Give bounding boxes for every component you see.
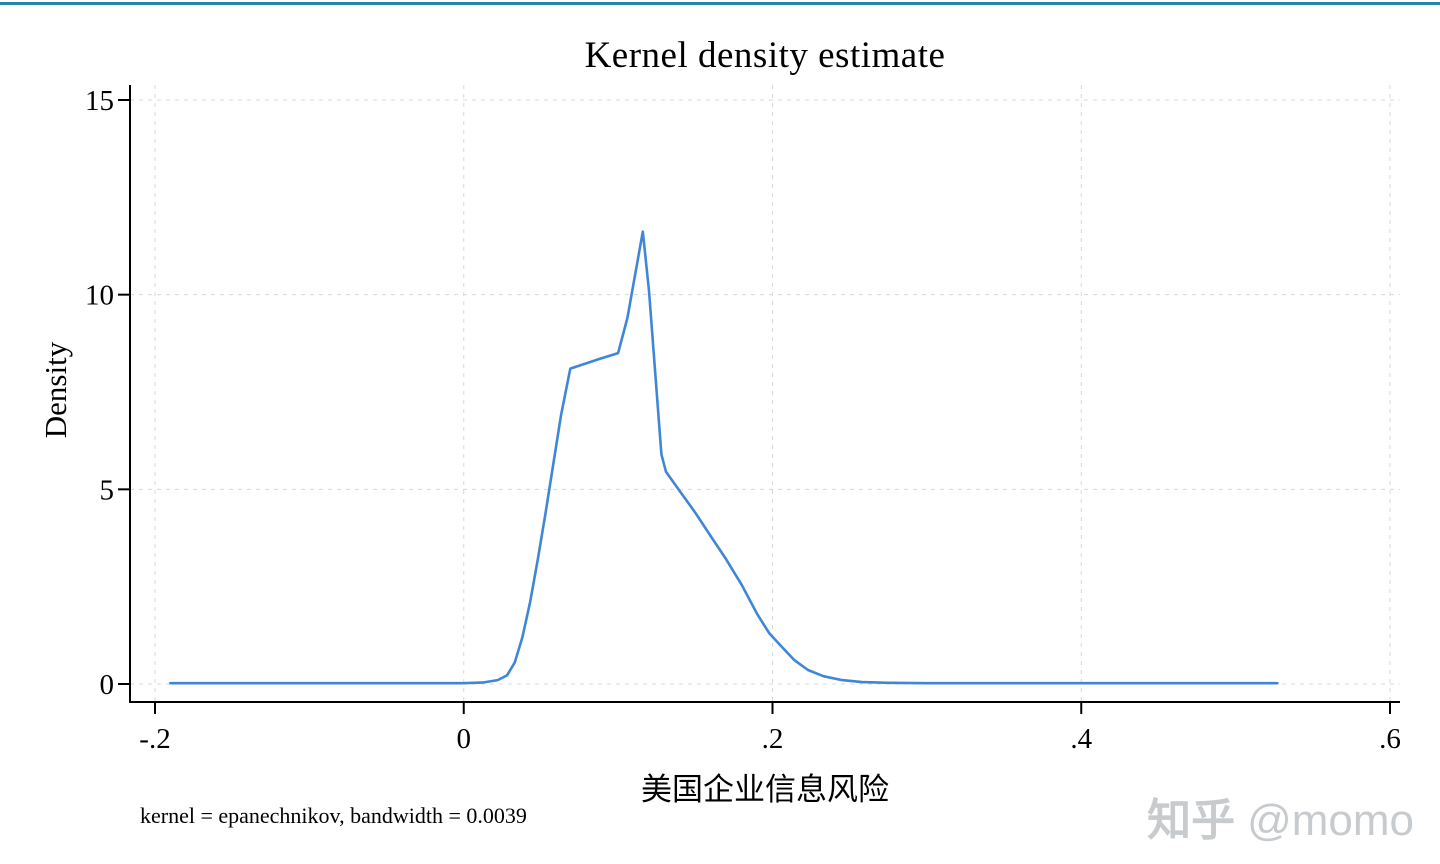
y-tick-label: 0 xyxy=(100,669,115,701)
x-tick-label: .6 xyxy=(1379,723,1401,755)
x-tick-label: .2 xyxy=(762,723,784,755)
watermark-handle: @momo xyxy=(1247,796,1414,845)
x-axis-label: 美国企业信息风险 xyxy=(641,772,889,807)
top-accent-line xyxy=(0,2,1440,5)
y-tick-label: 10 xyxy=(85,280,114,312)
density-curve xyxy=(169,230,1279,685)
y-tick-label: 5 xyxy=(100,474,115,506)
watermark: 知乎 @momo xyxy=(1147,784,1414,848)
y-tick-label: 15 xyxy=(85,85,114,117)
watermark-logo: 知乎 xyxy=(1147,796,1236,845)
x-tick-label: 0 xyxy=(457,723,472,755)
chart-title: Kernel density estimate xyxy=(584,35,946,76)
y-axis-label: Density xyxy=(38,341,73,439)
x-tick-label: -.2 xyxy=(139,723,170,755)
chart-note: kernel = epanechnikov, bandwidth = 0.003… xyxy=(140,803,527,828)
x-tick-label: .4 xyxy=(1070,723,1092,755)
